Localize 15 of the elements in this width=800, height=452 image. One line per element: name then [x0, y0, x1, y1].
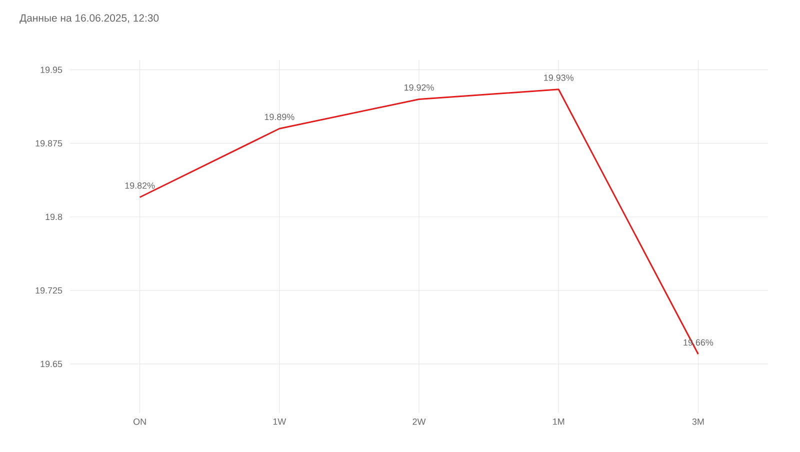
data-label: 19.89%: [264, 114, 294, 120]
x-tick-label: 1M: [553, 418, 564, 425]
y-tick-label: 19.65: [40, 360, 62, 368]
data-label: 19.93%: [544, 74, 574, 81]
chart-title: Данные на 16.06.2025, 12:30: [20, 14, 159, 24]
data-label: 19.82%: [125, 182, 155, 189]
x-tick-label: 1W: [273, 418, 286, 425]
x-tick-label: 3M: [692, 418, 704, 425]
y-tick-label: 19.95: [40, 66, 62, 73]
x-tick-label: ON: [134, 418, 146, 425]
y-tick-label: 19.725: [36, 287, 62, 294]
y-tick-label: 19.8: [46, 214, 62, 220]
data-label: 19.92%: [404, 84, 434, 91]
y-tick-label: 19.875: [36, 140, 62, 147]
x-tick-label: 2W: [412, 418, 426, 425]
